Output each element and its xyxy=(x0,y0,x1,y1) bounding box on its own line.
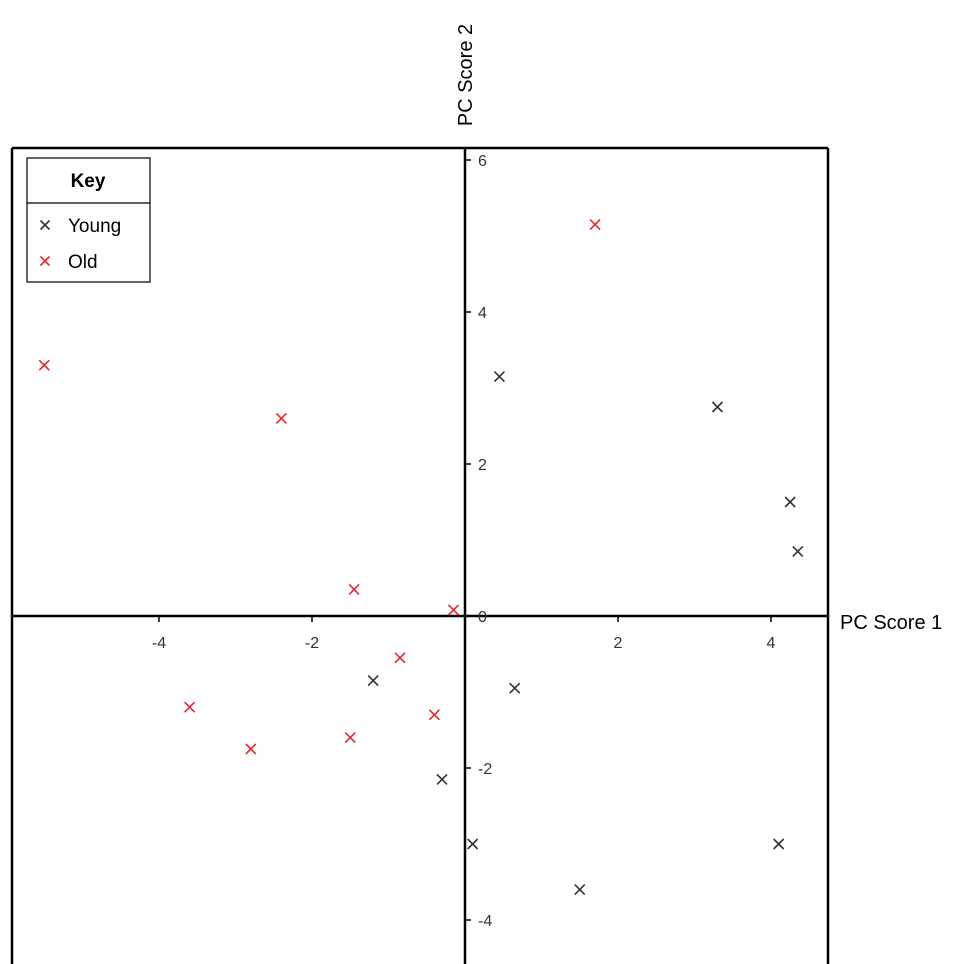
y-tick-label: 2 xyxy=(478,457,487,474)
data-point-old xyxy=(275,412,287,424)
data-point-young xyxy=(711,401,724,413)
x-tick-label: -2 xyxy=(305,635,319,652)
data-point-old xyxy=(428,709,440,721)
data-point-young xyxy=(773,838,785,850)
y-tick-label: 6 xyxy=(478,153,487,170)
legend-item-old: Old xyxy=(39,252,98,273)
y-axis-title: PC Score 2 xyxy=(455,24,477,126)
y-tick-label: -2 xyxy=(478,761,492,778)
data-point-old xyxy=(348,583,360,595)
y-tick-label: 4 xyxy=(478,305,487,322)
data-points xyxy=(38,219,804,896)
data-point-old xyxy=(394,652,406,664)
legend-title: Key xyxy=(71,171,106,192)
data-point-old xyxy=(184,701,196,713)
legend-marker-young xyxy=(39,219,51,231)
data-point-old xyxy=(38,359,50,371)
legend-item-young: Young xyxy=(39,216,121,237)
data-point-young xyxy=(467,838,479,850)
legend-label-old: Old xyxy=(68,252,98,273)
x-axis-title: PC Score 1 xyxy=(840,612,942,634)
axes xyxy=(10,146,830,964)
y-tick-label: -4 xyxy=(478,913,492,930)
y-tick-label: 0 xyxy=(478,609,487,626)
x-tick-label: 2 xyxy=(614,635,623,652)
data-point-young xyxy=(509,682,521,694)
plot-background xyxy=(12,148,828,964)
data-point-young xyxy=(436,773,448,785)
data-point-old xyxy=(344,732,356,744)
legend-box xyxy=(26,157,151,283)
x-tick-label: 4 xyxy=(767,635,776,652)
ticks: -4 -2 2 4 -4 -2 0 2 4 6 xyxy=(152,153,776,930)
data-point-old xyxy=(589,219,601,231)
data-point-young xyxy=(367,675,379,687)
data-point-young xyxy=(574,884,586,896)
legend: Key Young Old xyxy=(26,157,151,283)
data-point-young xyxy=(784,496,796,508)
legend-label-young: Young xyxy=(68,216,121,237)
data-point-young xyxy=(792,545,804,557)
legend-marker-old xyxy=(39,255,51,267)
data-point-old xyxy=(245,743,257,755)
data-point-young xyxy=(493,371,505,383)
data-point-old xyxy=(447,604,460,616)
x-tick-label: -4 xyxy=(152,635,166,652)
